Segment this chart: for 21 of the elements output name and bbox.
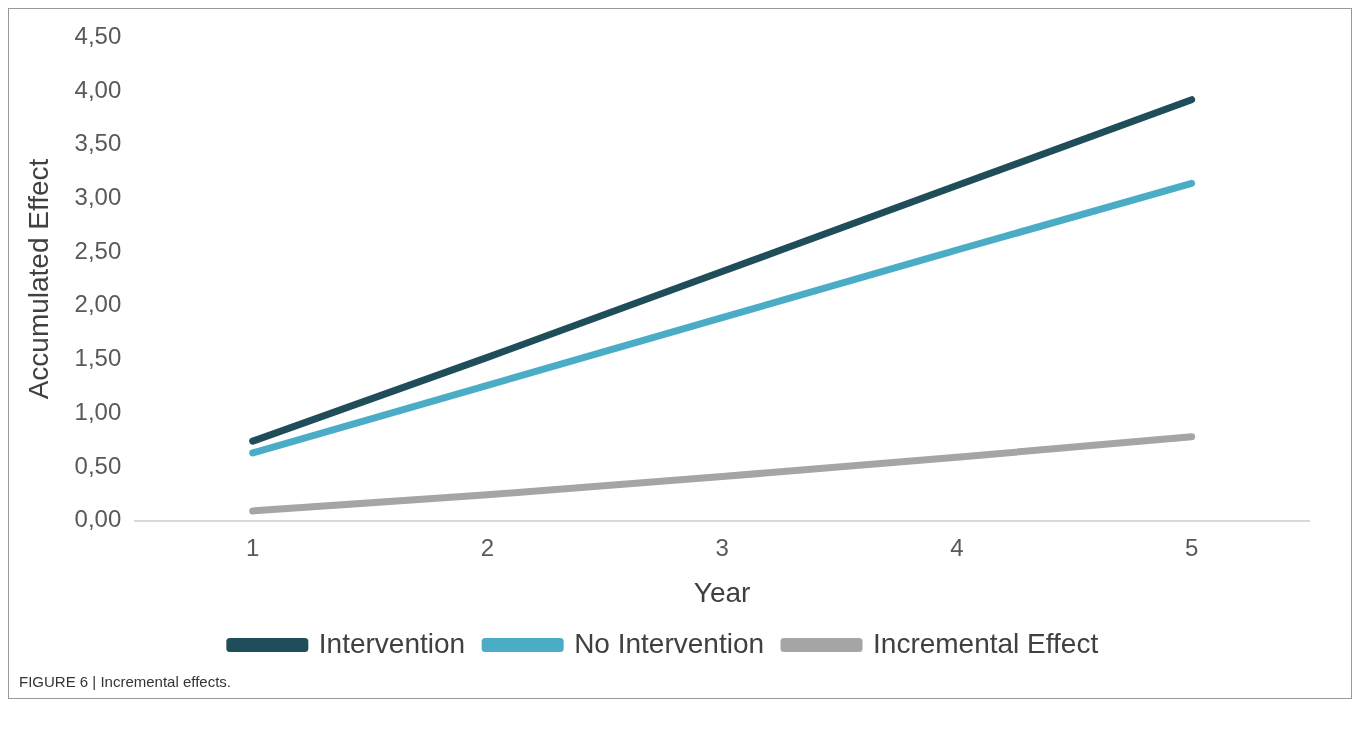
y-tick-label: 4,00 (74, 75, 122, 103)
y-tick-label: 1,50 (74, 344, 122, 372)
x-tick-label: 4 (950, 533, 964, 561)
y-tick-label: 3,00 (74, 183, 122, 211)
y-tick-label: 2,50 (74, 236, 122, 264)
legend-label: Incremental Effect (873, 627, 1099, 659)
x-axis-title: Year (693, 576, 751, 608)
y-tick-label: 1,00 (74, 397, 122, 425)
caption: FIGURE 6 | Incremental effects. (18, 672, 233, 692)
x-tick-label: 3 (715, 533, 729, 561)
legend-label: Intervention (318, 627, 466, 659)
y-tick-label: 4,50 (74, 22, 122, 50)
x-tick-label: 1 (246, 533, 260, 561)
y-axis-title: Accumulated Effect (22, 158, 54, 400)
y-tick-label: 3,50 (74, 129, 122, 157)
x-tick-label: 2 (480, 533, 495, 561)
y-tick-label: 2,00 (74, 290, 122, 318)
legend-label: No Intervention (574, 627, 765, 659)
y-tick-label: 0,00 (74, 505, 122, 533)
y-tick-label: 0,50 (74, 451, 122, 479)
x-tick-label: 5 (1184, 533, 1199, 561)
